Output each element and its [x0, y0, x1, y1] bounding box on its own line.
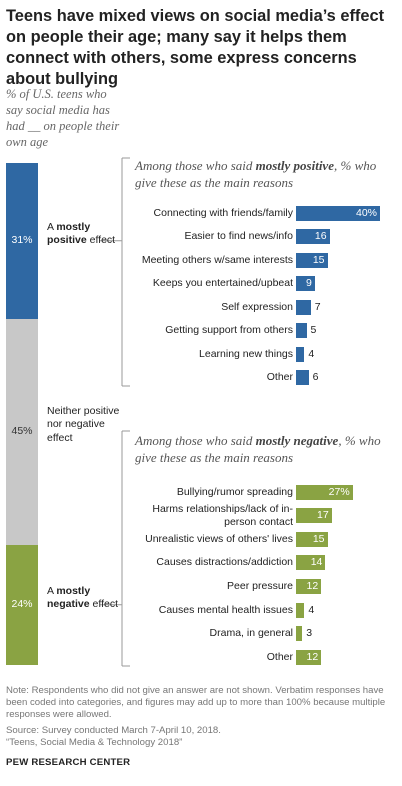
bar	[296, 555, 326, 571]
bar-category-label: Learning new things	[199, 347, 293, 360]
group-heading: Among those who said mostly negative, % …	[135, 433, 400, 466]
bar-value-label: 12	[306, 579, 319, 592]
bar-category-label: Getting support from others	[165, 324, 293, 336]
bar	[296, 508, 332, 524]
bar-value-label: 15	[312, 532, 325, 545]
category-label: Neither positive nor negative effect	[47, 405, 125, 446]
bar-category-label: Connecting with friends/family	[153, 206, 293, 219]
bar-category-label: Bullying/rumor spreading	[176, 485, 293, 498]
category-label-bold: mostly negative	[47, 584, 91, 611]
group-heading: Among those who said mostly positive, % …	[135, 158, 400, 191]
stack-segment: 31%	[6, 163, 38, 319]
stack-value-label: 24%	[11, 597, 33, 610]
bar	[296, 229, 330, 244]
group-heading-text: , % who give these as the main reasons	[135, 158, 377, 190]
bar	[296, 649, 322, 665]
bar	[296, 299, 311, 315]
bar	[296, 323, 307, 338]
bar	[296, 346, 305, 362]
bar-category-label: Causes mental health issues	[158, 603, 293, 616]
stack-value-label: 31%	[11, 233, 33, 246]
stack-value-label: 45%	[11, 424, 33, 437]
bar-value-label: 15	[312, 253, 325, 266]
chart-title: Teens have mixed views on social media’s…	[6, 7, 385, 88]
chart-subtitle: % of U.S. teens who say social media has…	[6, 87, 120, 149]
bar-value-label: 40%	[355, 206, 377, 219]
bar	[296, 626, 303, 642]
bar-value-label: 12	[306, 650, 319, 663]
group-heading-text: Among those who said	[135, 433, 256, 448]
bar-category-label: Meeting others w/same interests	[141, 253, 293, 266]
pew-logo-text: PEW RESEARCH CENTER	[6, 757, 131, 768]
bar-category-label: Causes distractions/addiction	[156, 556, 293, 569]
bar-category-label: Peer pressure	[227, 579, 293, 592]
bar-category-label: Other	[266, 371, 293, 383]
group-heading-text: Among those who said	[135, 158, 256, 173]
bar	[296, 531, 328, 547]
bar-value-label: 16	[314, 230, 327, 242]
group-heading-bold: mostly negative	[255, 433, 339, 448]
bar-value-label: 27%	[328, 485, 350, 498]
bar-value-label: 4	[308, 347, 315, 360]
bar	[296, 276, 315, 291]
group-heading-text: , % who give these as the main reasons	[135, 433, 381, 465]
category-label: A mostly positive effect	[47, 221, 125, 248]
bar-value-label: 6	[312, 371, 319, 383]
bar-category-label: Drama, in general	[209, 627, 293, 640]
category-label-text: Neither positive nor negative effect	[47, 404, 120, 444]
category-label-text: A	[47, 220, 57, 233]
chart-note: Note: Respondents who did not give an an…	[6, 685, 386, 720]
bar-category-label: Easier to find news/info	[184, 230, 293, 242]
stack-segment: 24%	[6, 544, 38, 665]
bar-value-label: 17	[317, 509, 329, 522]
category-label-text: A	[47, 584, 57, 597]
bar-category-label: Self expression	[221, 300, 293, 313]
bar	[296, 602, 305, 618]
bar-category-label: Harms relationships/lack of in-person co…	[152, 502, 293, 528]
bar	[296, 370, 309, 385]
group-heading-bold: mostly positive	[255, 158, 334, 173]
category-label: A mostly negative effect	[47, 585, 125, 612]
bar-value-label: 14	[310, 556, 323, 569]
bar-value-label: 3	[306, 627, 313, 640]
bar-category-label: Unrealistic views of others' lives	[145, 532, 293, 545]
category-label-text: effect	[89, 598, 119, 611]
bar-value-label: 9	[306, 277, 312, 289]
report-title: “Teens, Social Media & Technology 2018”	[6, 737, 183, 748]
bar-category-label: Keeps you entertained/upbeat	[152, 277, 293, 289]
chart-source: Source: Survey conducted March 7-April 1…	[6, 725, 221, 736]
stack-segment: 45%	[6, 318, 38, 545]
bar-category-label: Other	[266, 650, 293, 663]
category-label-bold: mostly positive	[47, 220, 91, 247]
bar-value-label: 7	[314, 300, 321, 313]
bar-value-label: 4	[308, 603, 315, 616]
bar	[296, 484, 353, 500]
bar	[296, 252, 328, 268]
bar	[296, 578, 322, 594]
bar-value-label: 5	[310, 324, 317, 336]
category-label-text: effect	[86, 234, 116, 247]
bar	[296, 205, 380, 221]
